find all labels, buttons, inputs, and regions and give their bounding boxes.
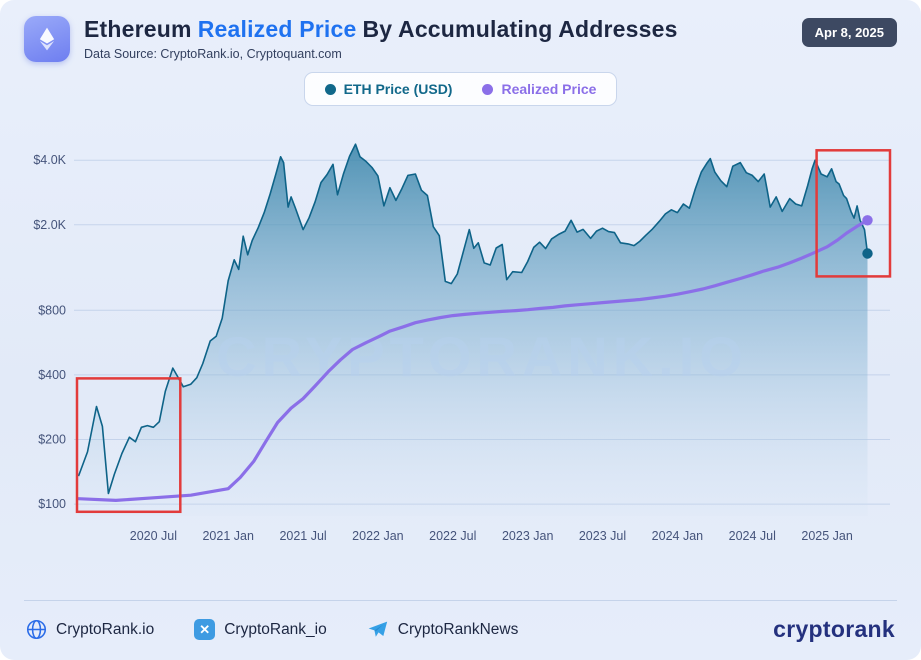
data-source-subtitle: Data Source: CryptoRank.io, Cryptoquant.… xyxy=(84,47,342,62)
highlight-box xyxy=(815,149,892,278)
y-tick-label: $100 xyxy=(38,497,66,511)
page-title: Ethereum Realized Price By Accumulating Ad… xyxy=(84,16,788,42)
x-tick-label: 2023 Jan xyxy=(502,529,553,543)
link-cryptorank-website[interactable]: CryptoRank.io xyxy=(26,619,154,640)
x-tick-label: 2025 Jan xyxy=(801,529,852,543)
ethereum-diamond-icon xyxy=(39,27,55,51)
title-part1: Ethereum xyxy=(84,16,192,42)
legend-label-eth-price: ETH Price (USD) xyxy=(343,81,453,97)
realized-price-dot-icon xyxy=(482,83,494,95)
link-cryptorank-telegram[interactable]: CryptoRankNews xyxy=(367,619,519,641)
legend-item-eth-price: ETH Price (USD) xyxy=(324,81,453,97)
x-tick-label: 2023 Jul xyxy=(579,529,626,543)
y-tick-label: $4.0K xyxy=(33,153,66,167)
x-tick-label: 2021 Jan xyxy=(202,529,253,543)
eth-price-line xyxy=(77,143,869,495)
ethereum-logo xyxy=(24,16,70,62)
cryptorank-wordmark: cryptorank xyxy=(773,616,895,642)
link-label: CryptoRankNews xyxy=(397,620,519,638)
realized-price-line xyxy=(76,218,870,502)
y-tick-label: $200 xyxy=(38,433,66,447)
x-icon: ✕ xyxy=(194,619,216,640)
title-part2: By Accumulating Addresses xyxy=(362,16,678,42)
date-badge: Apr 8, 2025 xyxy=(801,18,897,47)
highlight-box xyxy=(75,377,182,514)
price-chart: $100 $200 $400 $800 $2.0K $4.0K 2020 Jul 2021 J… xyxy=(24,108,897,560)
link-cryptorank-x[interactable]: ✕ CryptoRank_io xyxy=(194,619,327,640)
series-end-dot xyxy=(862,248,873,259)
eth-price-dot-icon xyxy=(324,83,336,95)
globe-icon xyxy=(26,619,47,640)
legend-label-realized-price: Realized Price xyxy=(501,81,597,97)
link-label: CryptoRank_io xyxy=(224,620,327,638)
telegram-icon xyxy=(368,621,387,637)
x-tick-label: 2022 Jul xyxy=(429,529,476,543)
chart-legend: ETH Price (USD) Realized Price xyxy=(303,72,618,106)
x-tick-label: 2020 Jul xyxy=(130,529,177,543)
series-end-dot xyxy=(862,215,873,226)
x-tick-label: 2024 Jul xyxy=(729,529,776,543)
x-tick-label: 2021 Jul xyxy=(279,529,326,543)
y-tick-label: $2.0K xyxy=(33,218,66,232)
x-tick-label: 2022 Jan xyxy=(352,529,403,543)
header: Ethereum Realized Price By Accumulating Ad… xyxy=(24,16,897,62)
footer: CryptoRank.io ✕ CryptoRank_io CryptoRank… xyxy=(24,600,897,660)
y-tick-label: $400 xyxy=(38,368,66,382)
x-tick-label: 2024 Jan xyxy=(652,529,703,543)
y-tick-label: $800 xyxy=(38,303,66,317)
watermark-text: CRYPTORANK.IO xyxy=(216,325,748,388)
title-highlight: Realized Price xyxy=(197,16,357,42)
legend-item-realized-price: Realized Price xyxy=(482,81,596,97)
link-label: CryptoRank.io xyxy=(56,620,155,638)
titles: Ethereum Realized Price By Accumulating Ad… xyxy=(84,16,788,61)
price-chart-svg: $100 $200 $400 $800 $2.0K $4.0K 2020 Jul 2021 J… xyxy=(33,143,892,543)
